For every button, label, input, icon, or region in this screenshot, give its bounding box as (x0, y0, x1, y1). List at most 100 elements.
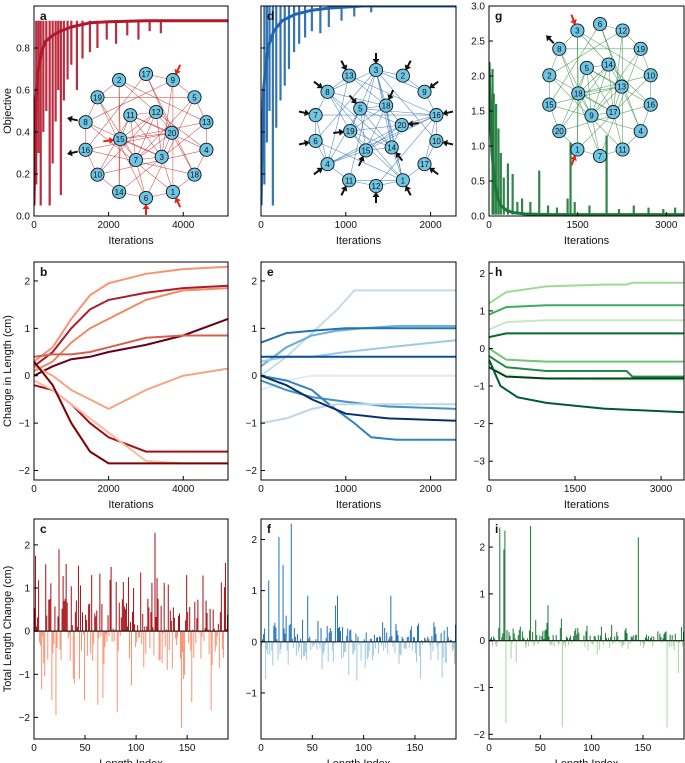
bar (663, 634, 665, 641)
bar (344, 641, 346, 653)
y-tick-label: 2 (479, 269, 485, 280)
bar (215, 631, 217, 646)
bar (604, 633, 606, 641)
x-tick-label: 0 (486, 220, 492, 231)
bar (97, 631, 99, 705)
network-node (320, 157, 335, 172)
x-tick-label: 150 (407, 743, 424, 754)
network-node-label: 10 (93, 171, 102, 180)
bar (396, 630, 398, 642)
bar (330, 631, 332, 642)
bar (432, 641, 434, 652)
network-node (308, 108, 323, 123)
network-node (417, 157, 432, 172)
bar (395, 623, 397, 642)
x-tick-label: 0 (258, 220, 264, 231)
bar (196, 618, 198, 632)
y-axis-title: Total Length Change (cm) (2, 566, 14, 693)
bar (562, 640, 564, 646)
bar (297, 641, 299, 652)
y-tick-label: 2 (479, 543, 485, 554)
bar (292, 641, 294, 648)
series-line-L7 (34, 384, 228, 453)
bar (321, 641, 323, 669)
y-tick-label: −1 (474, 382, 486, 393)
input-arrow-head (395, 152, 402, 159)
bar (120, 617, 122, 632)
input-arrow-head (404, 64, 411, 71)
bar (131, 631, 133, 686)
panel-h: 0 1500 3000 −3 −2 −1 0 1 2 Iterations h (474, 261, 685, 511)
bar (634, 635, 636, 641)
bar (671, 635, 673, 641)
network-edge (577, 93, 579, 150)
bar (180, 631, 182, 659)
y-tick-label: 0 (251, 371, 257, 382)
network-node-label: 7 (134, 156, 139, 165)
bar (583, 635, 585, 641)
bar (207, 629, 209, 632)
bar (552, 635, 554, 641)
panel-b: 0 2000 4000 −2 −1 0 1 2 Iterations Change in Leng… (2, 261, 229, 511)
bar (413, 637, 415, 642)
bar (332, 641, 334, 662)
bar (221, 631, 223, 650)
bar (342, 626, 344, 642)
bar (99, 573, 101, 632)
network-node (395, 173, 410, 188)
network-node (128, 152, 143, 168)
bar (529, 630, 531, 641)
network-edge (559, 104, 651, 132)
input-arrow-head (174, 68, 181, 75)
x-tick-label: 1500 (567, 220, 590, 231)
bar (223, 587, 225, 632)
input-arrow-head (304, 139, 310, 147)
bar (84, 631, 86, 701)
bar (417, 625, 419, 642)
bar (366, 641, 368, 660)
panel-letter: b (40, 265, 47, 279)
bar (64, 598, 66, 632)
bar (650, 637, 652, 641)
y-tick-label: 2 (24, 276, 30, 287)
network-edge (130, 115, 137, 161)
panel-e: 0 1000 2000 −2 −1 0 1 2 Iterations e (246, 261, 457, 511)
bar (37, 617, 39, 632)
bar (571, 640, 573, 644)
plot-area-h (489, 281, 684, 414)
bar (501, 636, 503, 641)
bar (106, 631, 108, 642)
bar (371, 641, 373, 661)
bar (158, 631, 160, 661)
bar (319, 641, 321, 649)
bar (557, 640, 559, 646)
plot-area-e (261, 289, 456, 441)
panel-letter: h (495, 265, 502, 279)
y-tick-label: −1 (19, 670, 31, 681)
bar (60, 631, 62, 661)
network-edge (327, 114, 437, 165)
bar (346, 636, 348, 642)
bar (141, 631, 143, 645)
network-node (123, 108, 138, 123)
bar (280, 641, 282, 649)
network-edge (348, 75, 387, 106)
network-edge (360, 108, 392, 148)
bar (646, 634, 648, 641)
bar (593, 636, 595, 641)
bar (391, 636, 393, 642)
bar (679, 640, 681, 643)
network-node (308, 133, 323, 148)
bar (139, 631, 141, 638)
y-tick-label: 3.0 (471, 2, 485, 13)
network-node (165, 184, 180, 199)
bar (218, 631, 220, 669)
x-tick-label: 1000 (335, 484, 358, 495)
bar (438, 641, 440, 644)
bar (600, 626, 602, 641)
series-line-L2 (261, 325, 456, 368)
network-node-label: 7 (598, 152, 603, 161)
bar (110, 566, 112, 632)
bar (445, 641, 447, 664)
bar (345, 641, 347, 653)
